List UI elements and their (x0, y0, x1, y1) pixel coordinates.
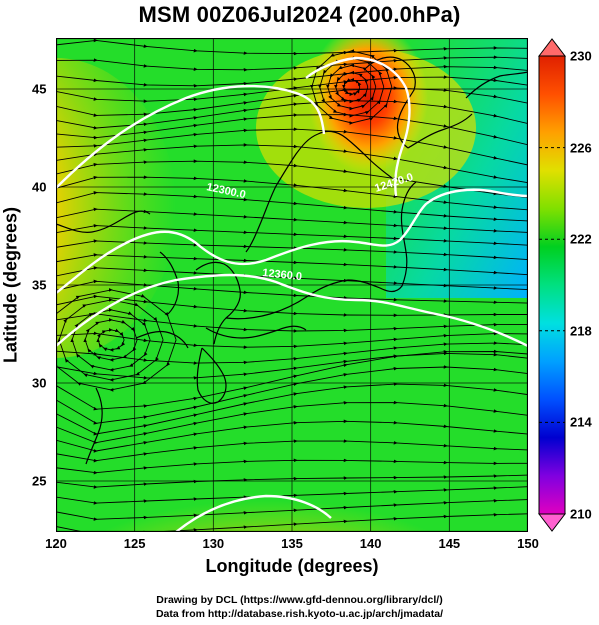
x-tick-label: 120 (45, 536, 67, 551)
y-tick-label: 40 (32, 179, 47, 195)
y-tick-label: 45 (32, 81, 47, 97)
x-tick-label: 130 (202, 536, 225, 551)
map-title: MSM 00Z06Jul2024 (200.0hPa) (138, 2, 461, 27)
contour-12420 (56, 188, 528, 294)
streamline (310, 49, 393, 125)
y-tick-label: 30 (32, 375, 47, 391)
plot-frame (56, 38, 528, 532)
contour-south (175, 494, 332, 532)
contour-12300-upper (305, 56, 411, 197)
coastlines (56, 56, 528, 465)
streamline (56, 439, 528, 463)
colorbar-min-arrow (537, 513, 567, 532)
colorbar-tick-label: 230 (570, 48, 592, 64)
contour-12300 (56, 84, 326, 189)
streamline (56, 458, 528, 475)
colorbar-gradient (538, 55, 566, 515)
x-tick-label: 150 (517, 536, 539, 551)
y-tick-label: 35 (32, 277, 47, 293)
map-plot-area: 12300.0 12420.0 12360.0 (56, 38, 528, 532)
x-tick-label: 135 (281, 536, 303, 551)
colorbar-max-arrow (537, 38, 567, 57)
y-tick-label: 25 (32, 473, 47, 489)
wind-streamlines (56, 38, 528, 532)
graticule (56, 38, 528, 532)
x-axis-label: Longitude (degrees) (205, 556, 379, 576)
x-tick-label: 125 (123, 536, 146, 551)
colorbar-tick-label: 226 (570, 140, 592, 156)
streamline (56, 512, 528, 532)
colorbar (537, 38, 568, 532)
contour-label: 12360.0 (262, 267, 303, 283)
credit-data: Data from http://database.rish.kyoto-u.a… (155, 608, 444, 620)
colorbar-tick-label: 210 (570, 506, 592, 522)
x-tick-label: 145 (438, 536, 461, 551)
colorbar-scale (537, 38, 567, 532)
y-axis-label: Latitude (degrees) (0, 206, 21, 364)
temperature-field-map: 12300.0 12420.0 12360.0 (56, 38, 528, 532)
colorbar-tick-label: 218 (570, 323, 592, 339)
streamline (56, 38, 528, 56)
colorbar-tick-label: 214 (570, 414, 592, 430)
height-contours (56, 56, 528, 532)
contour-12360 (56, 273, 528, 348)
credit-drawing: Drawing by DCL (https://www.gfd-dennou.o… (156, 594, 443, 606)
colorbar-tick-label: 222 (570, 231, 592, 247)
streamline (56, 474, 528, 489)
x-tick-label: 140 (359, 536, 382, 551)
